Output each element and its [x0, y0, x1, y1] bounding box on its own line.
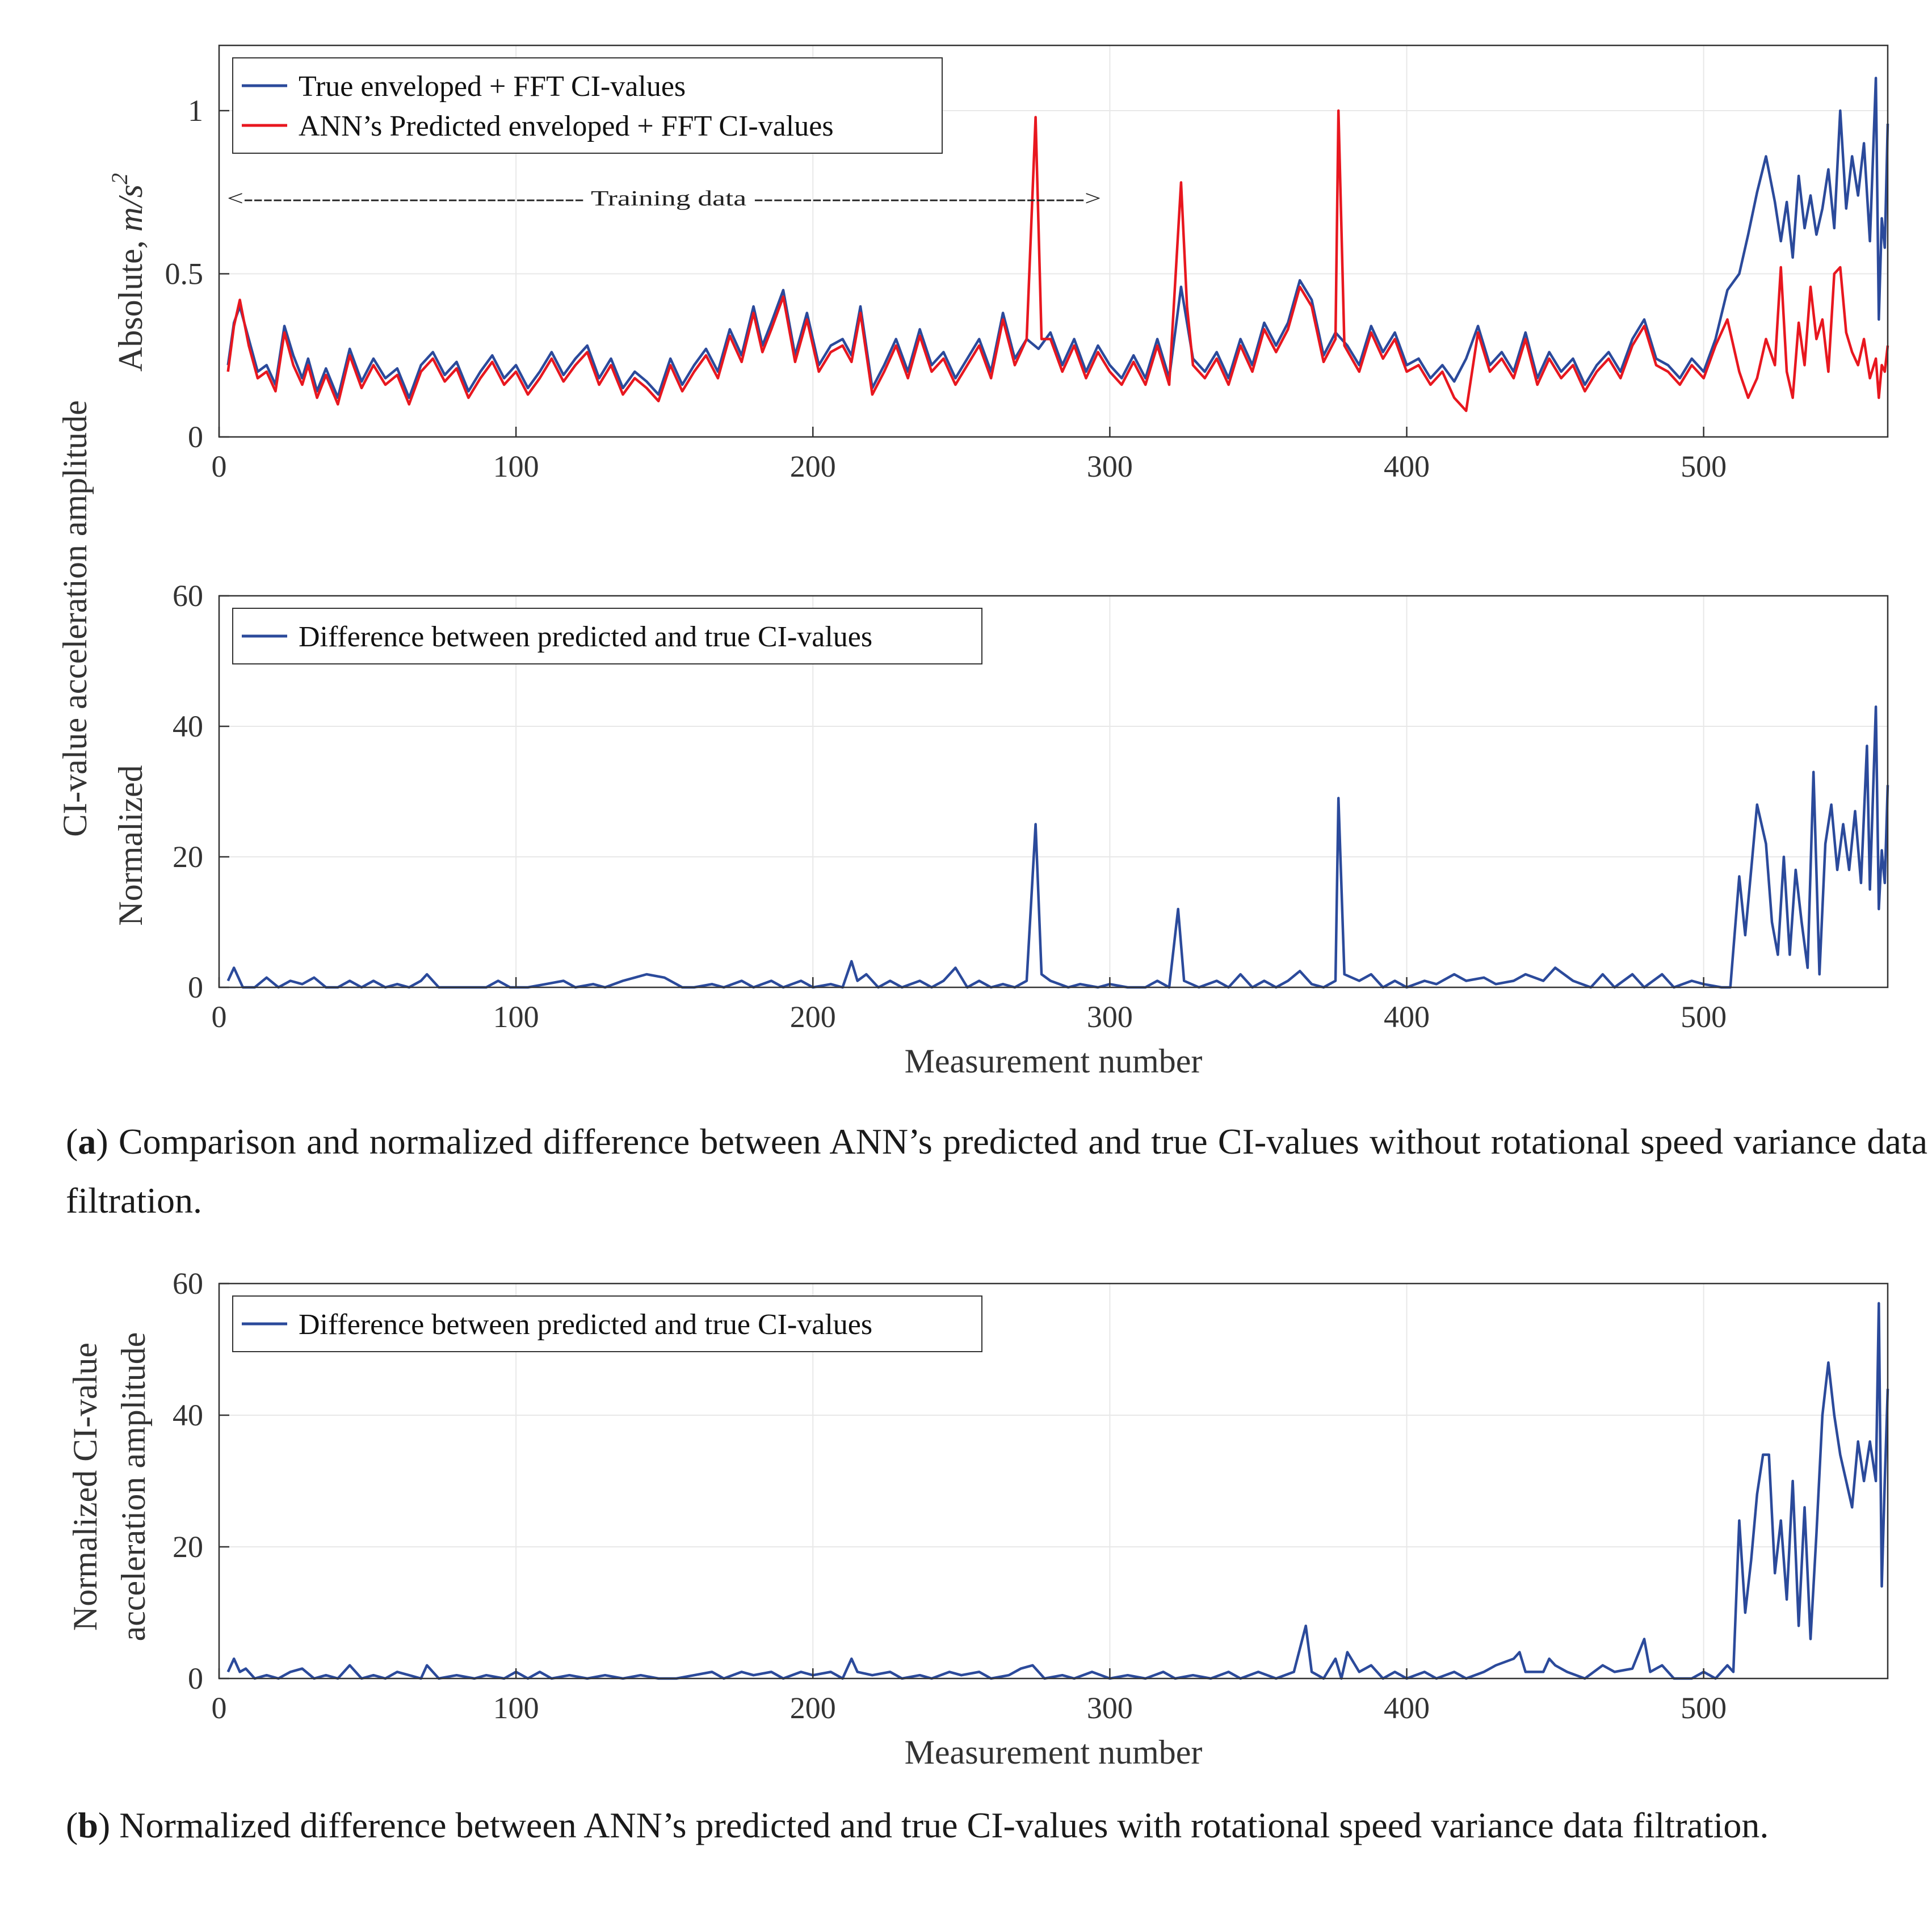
x-tick-label: 300: [1087, 1691, 1133, 1725]
legend: Difference between predicted and true CI…: [232, 608, 982, 664]
chart-a-top: 0 100 200 300 400 500 0 0.5 1 True enveloped + FF…: [165, 44, 1889, 483]
x-tick-label: 200: [790, 1000, 836, 1034]
ylabel-a-units: m/s: [112, 184, 149, 232]
axes-frame: [218, 1282, 1889, 1680]
x-tick-label: 400: [1384, 1000, 1430, 1034]
ylabel-a-abs-word: Absolute,: [112, 240, 149, 372]
x-tick-label: 500: [1681, 1000, 1727, 1034]
x-tick-label: 0: [212, 449, 227, 483]
legend-box: [232, 608, 982, 664]
caption-a-letter: a: [78, 1121, 96, 1162]
x-tick-label: 500: [1681, 449, 1727, 483]
legend-entry-label: Difference between predicted and true CI…: [299, 1309, 872, 1341]
ylabel-a-abs: Absolute, m/s2: [107, 173, 149, 372]
x-tick-label: 100: [493, 449, 539, 483]
x-tick-label: 400: [1384, 1691, 1430, 1725]
x-axis-label: Measurement number: [905, 1042, 1203, 1080]
ylabel-a-units-exp: 2: [107, 173, 132, 184]
x-tick-label: 300: [1087, 449, 1133, 483]
legend-entry-label: True enveloped + FFT CI-values: [299, 70, 686, 103]
y-tick-label: 40: [173, 709, 203, 743]
legend: Difference between predicted and true CI…: [232, 1295, 982, 1352]
x-tick-label: 100: [493, 1000, 539, 1034]
caption-b-letter: b: [78, 1805, 98, 1845]
y-tick-label: 60: [173, 1267, 203, 1301]
x-tick-label: 300: [1087, 1000, 1133, 1034]
legend-entry-label: ANN’s Predicted enveloped + FFT CI-value…: [299, 110, 834, 142]
training-data-annotation: <----------------------------------- Tra…: [227, 187, 1101, 211]
x-tick-label: 0: [212, 1000, 227, 1034]
axes-frame: [218, 44, 1889, 438]
legend: True enveloped + FFT CI-values ANN’s Pred…: [232, 57, 943, 154]
caption-a-text: Comparison and normalized difference bet…: [66, 1121, 1928, 1221]
y-tick-label: 40: [173, 1398, 203, 1432]
x-tick-label: 0: [212, 1691, 227, 1725]
ylabel-a-norm: Normalized: [112, 765, 149, 925]
chart-a-bottom: 0 100 200 300 400 500 0 20 40 60 Measurement numbe…: [173, 579, 1889, 1080]
x-tick-label: 500: [1681, 1691, 1727, 1725]
y-tick-label: 0.5: [165, 257, 204, 291]
caption-b-text: Normalized difference between ANN’s pred…: [119, 1805, 1769, 1845]
x-tick-label: 200: [790, 1691, 836, 1725]
legend-box: [232, 57, 943, 154]
y-tick-label: 1: [188, 94, 203, 128]
y-tick-label: 20: [173, 1530, 203, 1564]
x-tick-label: 400: [1384, 449, 1430, 483]
legend-entry-label: Difference between predicted and true CI…: [299, 621, 872, 653]
caption-b: (b) Normalized difference between ANN’s …: [66, 1805, 1769, 1845]
y-tick-label: 20: [173, 840, 203, 874]
x-tick-label: 100: [493, 1691, 539, 1725]
y-tick-label: 0: [188, 420, 203, 454]
chart-b: 0 100 200 300 400 500 0 20 40 60 Measurement numbe…: [173, 1267, 1889, 1771]
x-axis-label: Measurement number: [905, 1734, 1203, 1771]
x-tick-label: 200: [790, 449, 836, 483]
y-tick-label: 60: [173, 579, 203, 613]
ylabel-a-line1: CI-value acceleration amplitude: [56, 400, 94, 837]
caption-a: (a) Comparison and normalized difference…: [66, 1121, 1928, 1221]
legend-box: [232, 1295, 982, 1352]
series-line-primary: [226, 77, 1889, 399]
y-tick-label: 0: [188, 970, 203, 1004]
y-tick-label: 0: [188, 1661, 203, 1696]
series-line-primary: [226, 1302, 1889, 1680]
ylabel-b-line2: acceleration amplitude: [115, 1332, 152, 1642]
series-line-secondary: [226, 109, 1889, 413]
axes-frame: [218, 595, 1889, 988]
ylabel-b-line1: Normalized CI-value: [66, 1343, 104, 1631]
